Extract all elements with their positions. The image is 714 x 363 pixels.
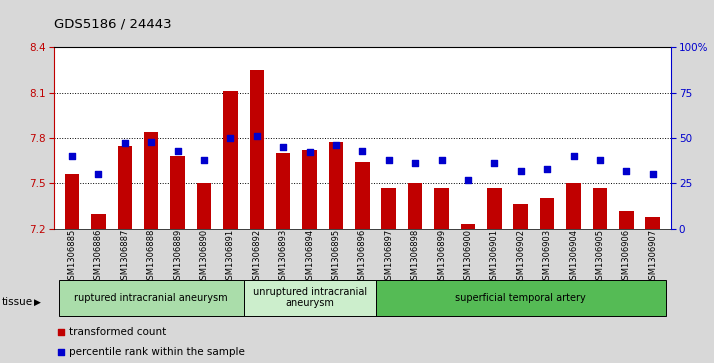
Bar <box>118 146 132 229</box>
Bar <box>619 211 633 229</box>
Point <box>594 157 605 163</box>
Point <box>251 133 263 139</box>
Point <box>383 157 394 163</box>
Bar <box>645 217 660 229</box>
Bar <box>171 156 185 229</box>
Text: unruptured intracranial
aneurysm: unruptured intracranial aneurysm <box>253 287 366 309</box>
Text: GSM1306889: GSM1306889 <box>173 229 182 285</box>
Text: GSM1306901: GSM1306901 <box>490 229 499 285</box>
Point <box>541 166 553 172</box>
Bar <box>91 213 106 229</box>
Point <box>409 160 421 166</box>
Bar <box>65 174 79 229</box>
Text: tissue: tissue <box>2 297 34 307</box>
Point <box>278 144 289 150</box>
Bar <box>513 204 528 229</box>
Point <box>119 140 131 146</box>
Text: GSM1306887: GSM1306887 <box>121 229 129 285</box>
Text: transformed count: transformed count <box>69 327 166 337</box>
Point <box>331 142 342 148</box>
Bar <box>223 91 238 229</box>
Bar <box>197 183 211 229</box>
Bar <box>487 188 501 229</box>
Bar <box>355 162 370 229</box>
Point <box>172 148 183 154</box>
Bar <box>540 199 554 229</box>
Bar <box>59 280 243 315</box>
Bar <box>328 143 343 229</box>
Point <box>356 148 368 154</box>
Bar <box>381 188 396 229</box>
Text: GSM1306897: GSM1306897 <box>384 229 393 285</box>
Text: superficial temporal artery: superficial temporal artery <box>456 293 586 303</box>
Point <box>436 157 447 163</box>
Bar <box>144 132 159 229</box>
Text: GSM1306902: GSM1306902 <box>516 229 526 285</box>
Text: GSM1306890: GSM1306890 <box>199 229 208 285</box>
Text: GSM1306906: GSM1306906 <box>622 229 630 285</box>
Text: GSM1306895: GSM1306895 <box>331 229 341 285</box>
Text: GSM1306891: GSM1306891 <box>226 229 235 285</box>
Text: ruptured intracranial aneurysm: ruptured intracranial aneurysm <box>74 293 228 303</box>
Point <box>93 171 104 177</box>
Point <box>304 150 316 155</box>
Bar <box>434 188 449 229</box>
Bar <box>249 70 264 229</box>
Point <box>515 168 526 174</box>
Bar <box>376 280 666 315</box>
Point <box>647 171 658 177</box>
Text: GSM1306903: GSM1306903 <box>543 229 552 285</box>
Bar <box>243 280 376 315</box>
Text: GSM1306894: GSM1306894 <box>305 229 314 285</box>
Text: GSM1306898: GSM1306898 <box>411 229 420 285</box>
Text: ▶: ▶ <box>34 298 41 306</box>
Text: GSM1306888: GSM1306888 <box>146 229 156 285</box>
Text: GSM1306900: GSM1306900 <box>463 229 473 285</box>
Text: GSM1306886: GSM1306886 <box>94 229 103 285</box>
Text: percentile rank within the sample: percentile rank within the sample <box>69 347 245 357</box>
Bar <box>593 188 607 229</box>
Point <box>146 139 157 144</box>
Bar <box>302 150 317 229</box>
Text: GDS5186 / 24443: GDS5186 / 24443 <box>54 17 171 30</box>
Text: GSM1306896: GSM1306896 <box>358 229 367 285</box>
Point <box>424 88 436 94</box>
Text: GSM1306899: GSM1306899 <box>437 229 446 285</box>
Point <box>462 177 473 183</box>
Text: GSM1306907: GSM1306907 <box>648 229 657 285</box>
Point <box>488 160 500 166</box>
Bar <box>276 153 291 229</box>
Bar <box>461 224 476 229</box>
Text: GSM1306892: GSM1306892 <box>252 229 261 285</box>
Text: GSM1306904: GSM1306904 <box>569 229 578 285</box>
Point <box>66 153 78 159</box>
Point <box>225 135 236 141</box>
Point <box>424 268 436 274</box>
Text: GSM1306893: GSM1306893 <box>278 229 288 285</box>
Point <box>568 153 579 159</box>
Point <box>198 157 210 163</box>
Bar <box>408 183 423 229</box>
Bar <box>566 183 580 229</box>
Text: GSM1306905: GSM1306905 <box>595 229 604 285</box>
Text: GSM1306885: GSM1306885 <box>68 229 76 285</box>
Point <box>620 168 632 174</box>
